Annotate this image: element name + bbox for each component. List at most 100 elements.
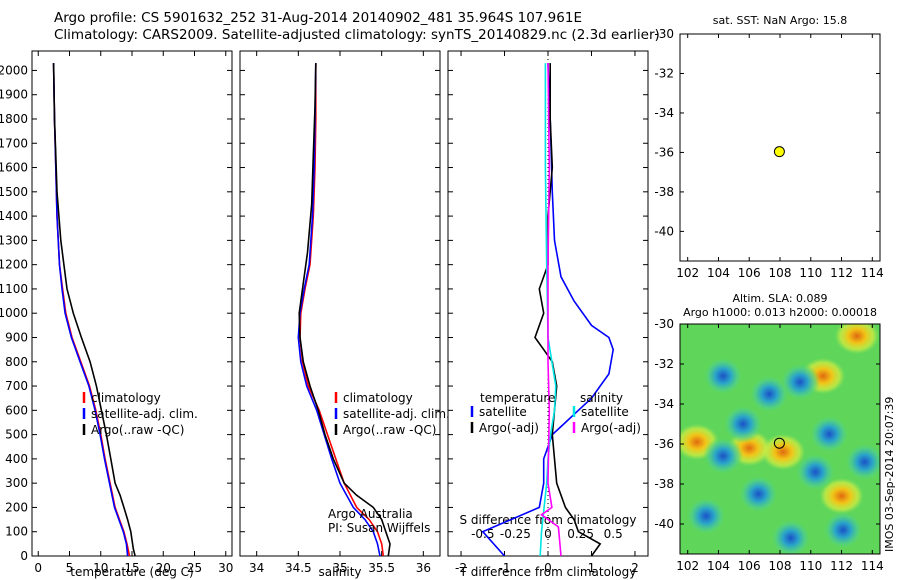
sst-map-ytick-label: -34 [654, 106, 674, 120]
sst-map-title: sat. SST: NaN Argo: 15.8 [713, 14, 847, 27]
sla-map-subtitle: Argo h1000: 0.013 h2000: 0.00018 [683, 306, 877, 319]
salinity-annotation: Argo Australia [328, 507, 413, 521]
temperature-x-tick-label: 5 [66, 561, 74, 575]
salinity-xlabel: salinity [318, 565, 361, 579]
difference-series-line [540, 63, 562, 556]
sst-map-xtick-label: 104 [707, 266, 730, 280]
salinity-series-line [299, 63, 385, 556]
diff-x-tick-label: -1 [499, 561, 511, 575]
depth-tick-label: 1900 [0, 88, 28, 102]
diff-x-tick-label: -2 [455, 561, 467, 575]
salinity-legend-label: Argo(..raw -QC) [343, 423, 436, 437]
sla-map-xtick-label: 110 [799, 559, 822, 573]
sst-map-ytick-label: -40 [654, 224, 674, 238]
diff-x-tick-label: 0 [544, 561, 552, 575]
sst-map-xtick-label: 114 [861, 266, 884, 280]
salinity-x-tick-label: 35.5 [368, 561, 395, 575]
depth-tick-label: 1600 [0, 161, 28, 175]
salinity-x-tick-label: 34 [249, 561, 264, 575]
sla-cold-eddy [809, 415, 850, 453]
depth-tick-label: 100 [5, 525, 28, 539]
sst-map-ytick-label: -36 [654, 145, 674, 159]
sla-map-xtick-label: 114 [861, 559, 884, 573]
sst-map-ytick-label: -38 [654, 185, 674, 199]
depth-tick-label: 1400 [0, 209, 28, 223]
salinity-annotation: PI: Susan Wijffels [328, 521, 430, 535]
salinity-x-tick-label: 36 [416, 561, 431, 575]
depth-tick-label: 800 [5, 355, 28, 369]
sla-cold-eddy [686, 497, 727, 535]
salinity-legend-label: climatology [343, 391, 413, 405]
depth-tick-label: 700 [5, 379, 28, 393]
sla-cold-eddy [723, 405, 764, 443]
temperature-x-tick-label: 30 [218, 561, 233, 575]
sla-map-xtick-label: 104 [707, 559, 730, 573]
temperature-legend-label: climatology [91, 391, 161, 405]
temperature-x-tick-label: 10 [93, 561, 108, 575]
diff-legend-t-label: satellite [479, 405, 527, 419]
depth-tick-label: 2000 [0, 63, 28, 77]
sla-map-ytick-label: -32 [654, 357, 674, 371]
depth-tick-label: 1500 [0, 185, 28, 199]
sla-cold-eddy [823, 511, 864, 549]
depth-tick-label: 1100 [0, 282, 28, 296]
sla-map-xtick-label: 108 [769, 559, 792, 573]
sla-map-ytick-label: -30 [654, 317, 674, 331]
temperature-x-tick-label: 0 [34, 561, 42, 575]
depth-tick-label: 500 [5, 428, 28, 442]
depth-tick-label: 900 [5, 330, 28, 344]
sla-map-ytick-label: -36 [654, 437, 674, 451]
sla-cold-eddy [770, 519, 811, 554]
diff-legend-s-label: Argo(-adj) [581, 421, 641, 435]
diff-x2-tick-label: -0.25 [500, 527, 531, 541]
plot-title-line1: Argo profile: CS 5901632_252 31-Aug-2014… [54, 10, 582, 26]
diff-x-tick-label: 1 [588, 561, 596, 575]
depth-tick-label: 1800 [0, 112, 28, 126]
sla-cold-eddy [738, 475, 779, 513]
sla-cold-eddy [780, 363, 820, 401]
salinity-x-tick-label: 34.5 [285, 561, 312, 575]
salinity-series-line [298, 63, 391, 556]
diff-x2-tick-label: 0 [544, 527, 552, 541]
sla-map-title: Altim. SLA: 0.089 [732, 292, 827, 305]
imos-timestamp-label: IMOS 03-Sep-2014 20:07:39 [883, 397, 896, 552]
sst-map-xtick-label: 112 [830, 266, 853, 280]
temperature-legend-label: satellite-adj. clim. [91, 407, 198, 421]
sla-warm-eddy [761, 434, 806, 470]
sla-map-xtick-label: 112 [830, 559, 853, 573]
sst-map-xtick-label: 108 [769, 266, 792, 280]
salinity-legend-label: satellite-adj. clim. [343, 407, 450, 421]
sla-field [680, 324, 880, 554]
sst-map-xtick-label: 102 [676, 266, 699, 280]
diff-legend-title: temperature [480, 391, 555, 405]
sla-map-xtick-label: 106 [738, 559, 761, 573]
temperature-series-line [52, 63, 136, 556]
diff-legend-s-label: satellite [581, 405, 629, 419]
plot-title-line2: Climatology: CARS2009. Satellite-adjuste… [54, 27, 660, 43]
sla-map-xtick-label: 102 [676, 559, 699, 573]
sst-map-ytick-label: -30 [654, 27, 674, 41]
depth-tick-label: 1000 [0, 306, 28, 320]
argo-position-marker [773, 146, 785, 158]
depth-tick-label: 1300 [0, 233, 28, 247]
depth-tick-label: 300 [5, 476, 28, 490]
sst-map-xtick-label: 110 [799, 266, 822, 280]
depth-tick-label: 1700 [0, 136, 28, 150]
salinity-x-tick-label: 35 [332, 561, 347, 575]
temperature-axes [31, 50, 233, 557]
temperature-x-tick-label: 15 [124, 561, 139, 575]
salinity-axes [239, 50, 441, 557]
diff-xlabel: T difference from climatology [459, 565, 637, 579]
difference-series-line [481, 63, 615, 556]
sla-cold-eddy [844, 443, 880, 481]
sla-warm-eddy [819, 478, 864, 514]
sla-warm-eddy [834, 324, 879, 354]
sla-map-ytick-label: -38 [654, 477, 674, 491]
sst-map-ytick-label: -32 [654, 66, 674, 80]
diff-legend-title: salinity [580, 391, 623, 405]
depth-tick-label: 0 [20, 549, 28, 563]
temperature-legend-label: Argo(..raw -QC) [91, 423, 184, 437]
depth-tick-label: 1200 [0, 258, 28, 272]
temperature-x-tick-label: 20 [156, 561, 171, 575]
